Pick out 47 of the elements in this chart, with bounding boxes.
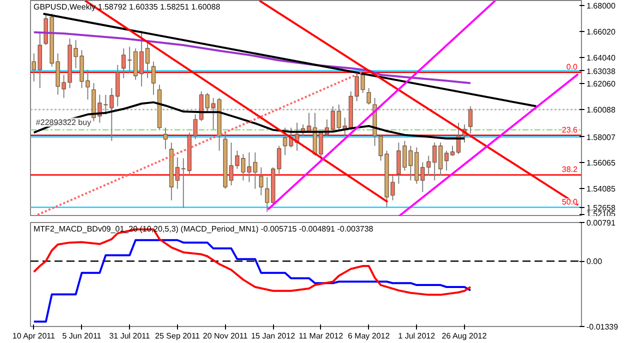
x-tick-label: 5 Jun 2011: [62, 332, 102, 340]
chart-title: MTF2_MACD_BDv09_01_20 (10,20,5,3) (MACD_Period_MN1) -0.005715 -0.004891 -0.003738: [34, 224, 374, 234]
y-tick-label: 1.63038: [586, 66, 616, 76]
x-tick-label: 25 Sep 2011: [155, 332, 200, 340]
y-tick-label: 1.54085: [586, 184, 616, 194]
candlestick: [366, 88, 371, 106]
y-tick-label: 1.60088: [586, 106, 616, 115]
candlestick: [163, 127, 168, 150]
y-tick-label: 1.58007: [586, 132, 616, 142]
x-tick-label: 26 Aug 2012: [442, 332, 488, 340]
candlestick: [276, 145, 282, 174]
y-tick-label: 0.00: [586, 257, 603, 266]
annotation: #22893322 buy: [36, 118, 92, 127]
annotation: 50.0: [562, 197, 578, 206]
candlestick: [444, 150, 449, 172]
y-tick-label: 1.66020: [586, 28, 616, 37]
x-tick-label: 6 May 2012: [348, 332, 390, 340]
x-tick-label: 11 Mar 2012: [298, 332, 344, 340]
line-series: [32, 239, 472, 323]
y-tick-label: 1.68000: [586, 2, 616, 10]
x-tick-label: 31 Jul 2011: [109, 332, 151, 340]
candlestick: [468, 106, 473, 134]
annotation: 38.2: [562, 164, 578, 174]
x-tick-label: 1 Jul 2012: [398, 332, 436, 340]
candlestick: [139, 30, 144, 87]
x-tick-label: 10 Apr 2011: [12, 332, 56, 340]
x-tick-label: 20 Nov 2011: [202, 332, 248, 340]
annotation: 23.6: [562, 125, 578, 134]
line-series: [32, 101, 466, 140]
candlestick: [175, 156, 180, 190]
line-series: [32, 31, 472, 84]
y-tick-label: 1.62060: [586, 80, 616, 89]
chart-title: GBPUSD,Weekly 1.58792 1.60335 1.58251 1.60088: [34, 2, 221, 12]
candlestick: [438, 142, 443, 176]
candlestick: [426, 155, 431, 176]
x-tick-label: 15 Jan 2012: [251, 332, 296, 340]
candlestick: [282, 127, 288, 156]
candlestick: [318, 130, 324, 163]
y-tick-label: 1.56065: [586, 158, 616, 168]
y-tick-label: 1.64040: [586, 54, 616, 63]
candlestick: [432, 142, 437, 181]
annotation: 0.0: [566, 62, 578, 72]
candlestick: [151, 61, 156, 96]
y-tick-label: -0.01339: [586, 322, 619, 332]
candlestick: [259, 166, 264, 196]
y-tick-label: 0.00791: [586, 218, 616, 228]
y-tick-label: 1.52658: [586, 203, 616, 212]
